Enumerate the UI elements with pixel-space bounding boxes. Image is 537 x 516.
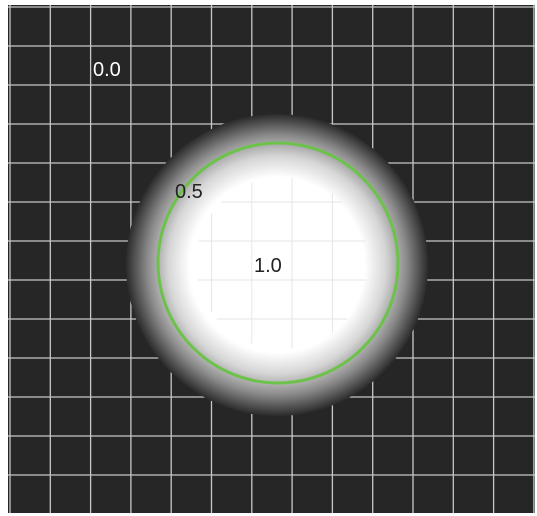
label-mid-value: 0.5 [175, 181, 203, 203]
label-outer-value: 0.0 [93, 59, 121, 81]
label-inner-value: 1.0 [254, 255, 282, 277]
